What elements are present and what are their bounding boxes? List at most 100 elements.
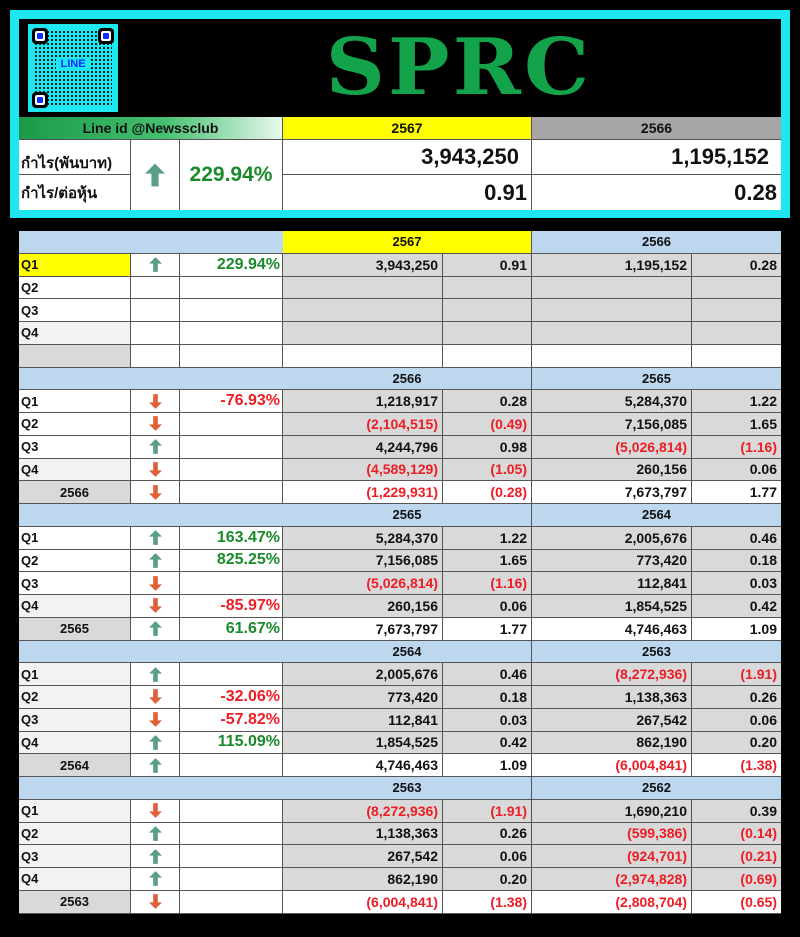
net-profit-b xyxy=(532,344,692,368)
eps-a: 0.42 xyxy=(443,731,532,755)
eps-a xyxy=(443,322,532,345)
quarter-label: Q3 xyxy=(19,299,131,322)
eps-a: 0.03 xyxy=(443,708,532,732)
year-total-label xyxy=(19,344,131,368)
eps-b: 0.39 xyxy=(692,799,781,823)
up-arrow-icon xyxy=(148,848,162,864)
eps-a: (0.49) xyxy=(443,413,532,436)
eps-b: 0.18 xyxy=(692,549,781,573)
down-arrow-icon xyxy=(148,712,162,728)
eps-b: (1.16) xyxy=(692,435,781,459)
net-profit-b: (8,272,936) xyxy=(532,663,692,686)
down-arrow-icon xyxy=(148,894,162,910)
net-profit-b: 1,138,363 xyxy=(532,686,692,709)
down-arrow-icon xyxy=(148,803,162,819)
eps-b: (0.69) xyxy=(692,868,781,891)
header-profit-current: 3,943,250 xyxy=(283,140,532,175)
net-profit-a: 1,138,363 xyxy=(283,822,443,846)
net-profit-b: 862,190 xyxy=(532,731,692,755)
net-profit-b: 112,841 xyxy=(532,572,692,595)
trend-cell xyxy=(131,322,180,345)
qr-finder-icon xyxy=(32,92,48,108)
section-year-a: 2563 xyxy=(283,777,532,800)
section-header-spacer xyxy=(19,640,283,664)
net-profit-b xyxy=(532,299,692,322)
qr-line-label: LINE xyxy=(56,58,90,71)
net-profit-a: 3,943,250 xyxy=(283,253,443,277)
eps-a: (1.38) xyxy=(443,890,532,914)
up-arrow-icon xyxy=(148,734,162,750)
up-arrow-icon xyxy=(145,163,165,187)
header-eps-previous: 0.28 xyxy=(532,175,781,210)
eps-b: 0.20 xyxy=(692,731,781,755)
quarter-label: Q4 xyxy=(19,595,131,618)
header-year-row: Line id @Newssclub 2567 2566 xyxy=(19,117,781,140)
trend-cell xyxy=(131,481,180,504)
eps-a: (1.16) xyxy=(443,572,532,595)
change-pct xyxy=(180,299,283,322)
trend-cell xyxy=(131,526,180,550)
down-arrow-icon xyxy=(148,598,162,614)
header-year-current: 2567 xyxy=(283,117,532,140)
net-profit-b: 260,156 xyxy=(532,458,692,482)
net-profit-b: 1,854,525 xyxy=(532,595,692,618)
up-arrow-icon xyxy=(148,257,162,273)
eps-a: 1.65 xyxy=(443,549,532,573)
net-profit-b: 1,690,210 xyxy=(532,799,692,823)
change-pct xyxy=(180,822,283,846)
up-arrow-icon xyxy=(148,530,162,546)
eps-a: 0.28 xyxy=(443,390,532,413)
net-profit-a: (5,026,814) xyxy=(283,572,443,595)
trend-cell xyxy=(131,754,180,777)
net-profit-b: (5,026,814) xyxy=(532,435,692,459)
eps-a xyxy=(443,299,532,322)
trend-cell xyxy=(131,276,180,300)
year-total-label: 2566 xyxy=(19,481,131,504)
quarter-label: Q4 xyxy=(19,731,131,755)
eps-b: 0.42 xyxy=(692,595,781,618)
net-profit-a: 4,244,796 xyxy=(283,435,443,459)
section-header-spacer xyxy=(19,504,283,527)
net-profit-a xyxy=(283,276,443,300)
trend-cell xyxy=(131,549,180,573)
net-profit-b: (599,386) xyxy=(532,822,692,846)
net-profit-a: 267,542 xyxy=(283,845,443,868)
section-year-a: 2566 xyxy=(283,367,532,391)
eps-b: 0.06 xyxy=(692,708,781,732)
quarter-label: Q2 xyxy=(19,822,131,846)
trend-cell xyxy=(131,799,180,823)
down-arrow-icon xyxy=(148,393,162,409)
change-pct xyxy=(180,572,283,595)
quarter-label: Q2 xyxy=(19,276,131,300)
eps-a: 0.46 xyxy=(443,663,532,686)
trend-cell xyxy=(131,663,180,686)
eps-b: (0.65) xyxy=(692,890,781,914)
net-profit-a: (8,272,936) xyxy=(283,799,443,823)
down-arrow-icon xyxy=(148,689,162,705)
trend-cell xyxy=(131,731,180,755)
eps-a: 0.06 xyxy=(443,595,532,618)
net-profit-a: 773,420 xyxy=(283,686,443,709)
line-qr-code[interactable]: LINE xyxy=(28,24,118,112)
up-arrow-icon xyxy=(148,621,162,637)
eps-b: 1.09 xyxy=(692,617,781,641)
eps-a: 0.26 xyxy=(443,822,532,846)
header-eps-current: 0.91 xyxy=(283,175,532,210)
eps-a: 0.91 xyxy=(443,253,532,277)
net-profit-a: (6,004,841) xyxy=(283,890,443,914)
quarter-label: Q3 xyxy=(19,435,131,459)
eps-a: 0.98 xyxy=(443,435,532,459)
quarter-label: Q3 xyxy=(19,572,131,595)
quarter-label: Q1 xyxy=(19,253,131,277)
net-profit-b: 773,420 xyxy=(532,549,692,573)
change-pct: -32.06% xyxy=(180,686,283,709)
profit-label: กำไร(พันบาท) xyxy=(19,140,131,175)
section-year-b: 2563 xyxy=(532,640,781,664)
eps-b: 1.77 xyxy=(692,481,781,504)
quarter-label: Q1 xyxy=(19,526,131,550)
header-profit-previous: 1,195,152 xyxy=(532,140,781,175)
header-inner: LINE SPRC Line id @Newssclub 2567 2566 ก… xyxy=(19,19,781,210)
net-profit-b: (2,974,828) xyxy=(532,868,692,891)
section-header-spacer xyxy=(19,367,283,391)
net-profit-a: 260,156 xyxy=(283,595,443,618)
